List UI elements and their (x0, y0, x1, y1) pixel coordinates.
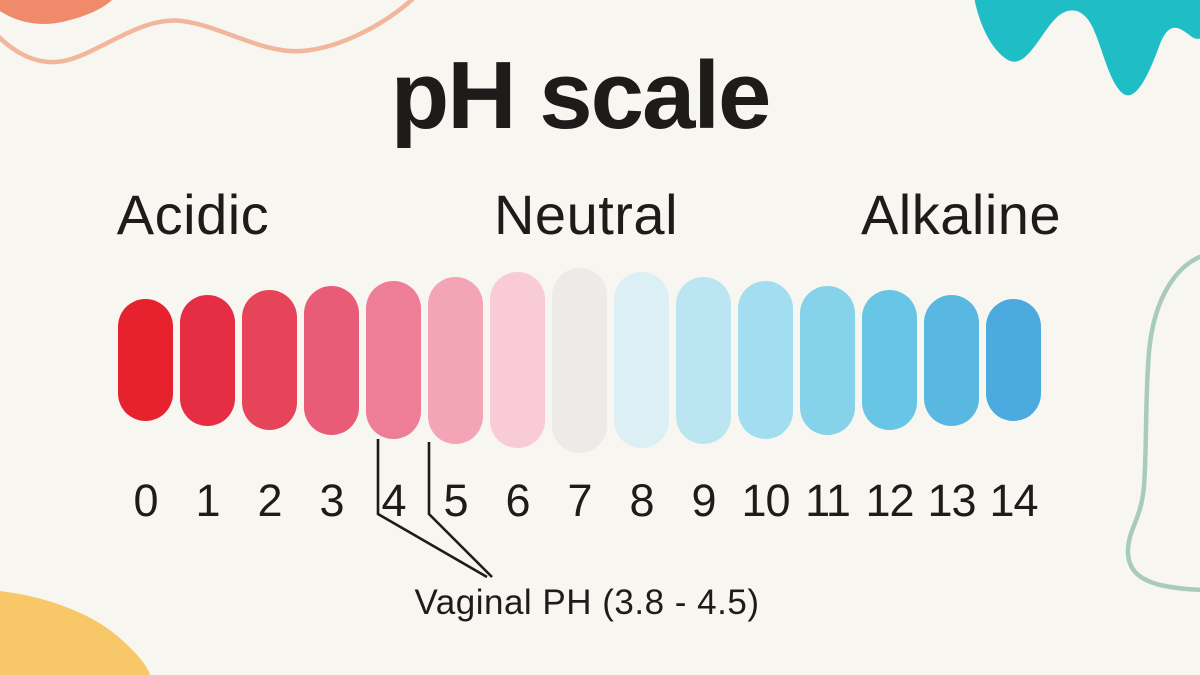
ph-number-0: 0 (133, 475, 158, 526)
ph-pill-14 (986, 299, 1041, 421)
zone-label-neutral: Neutral (493, 183, 679, 246)
ph-pill-4 (366, 281, 421, 439)
ph-pill-0 (118, 299, 173, 421)
ph-pill-6 (490, 272, 545, 448)
ph-pill-1 (180, 294, 235, 426)
sage-outline-blob (1125, 254, 1200, 593)
ph-number-6: 6 (505, 475, 530, 526)
ph-pill-10 (738, 281, 793, 439)
teal-blob-shape (974, 0, 1200, 96)
ph-pill-7 (552, 267, 607, 453)
ph-number-13: 13 (927, 475, 976, 526)
ph-number-5: 5 (443, 475, 468, 526)
ph-number-14: 14 (989, 475, 1038, 526)
ph-pill-13 (924, 294, 979, 426)
ph-number-9: 9 (691, 475, 716, 526)
ph-number-7: 7 (567, 475, 592, 526)
ph-number-4: 4 (381, 475, 406, 526)
ph-number-2: 2 (257, 475, 282, 526)
zone-label-alkaline: Alkaline (860, 183, 1062, 246)
ph-number-3: 3 (319, 475, 344, 526)
ph-pill-11 (800, 285, 855, 435)
ph-pill-8 (614, 272, 669, 448)
ph-pill-12 (862, 290, 917, 430)
peach-wave-line (0, 0, 415, 65)
ph-pill-2 (242, 290, 297, 430)
yellow-blob-shape (0, 591, 151, 675)
ph-number-1: 1 (195, 475, 220, 526)
zone-label-acidic: Acidic (116, 183, 270, 246)
ph-number-8: 8 (629, 475, 654, 526)
ph-pill-9 (676, 276, 731, 444)
ph-number-12: 12 (865, 475, 914, 526)
page-title: pH scale (390, 42, 772, 149)
annotation-label: Vaginal PH (3.8 - 4.5) (414, 583, 760, 622)
ph-pill-3 (304, 285, 359, 435)
ph-number-11: 11 (805, 475, 851, 526)
ph-number-10: 10 (741, 475, 790, 526)
ph-pill-5 (428, 276, 483, 444)
salmon-blob-shape (0, 0, 112, 24)
